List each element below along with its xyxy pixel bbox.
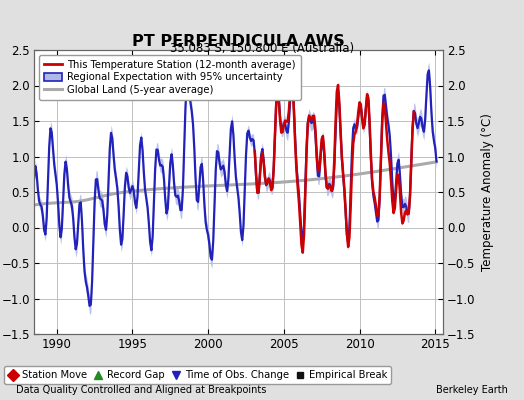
Y-axis label: Temperature Anomaly (°C): Temperature Anomaly (°C): [481, 113, 494, 271]
Text: Data Quality Controlled and Aligned at Breakpoints: Data Quality Controlled and Aligned at B…: [16, 385, 266, 395]
Title: PT PERPENDICULA AWS: PT PERPENDICULA AWS: [132, 34, 345, 49]
Text: 35.083 S, 150.800 E (Australia): 35.083 S, 150.800 E (Australia): [170, 42, 354, 55]
Legend: Station Move, Record Gap, Time of Obs. Change, Empirical Break: Station Move, Record Gap, Time of Obs. C…: [4, 366, 391, 384]
Text: Berkeley Earth: Berkeley Earth: [436, 385, 508, 395]
